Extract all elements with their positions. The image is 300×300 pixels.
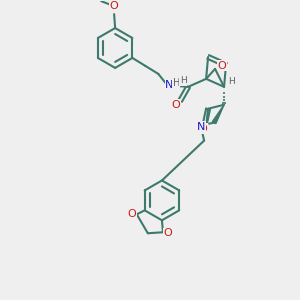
Text: O: O — [164, 228, 172, 238]
Text: N: N — [197, 122, 205, 132]
Text: H: H — [228, 77, 234, 86]
Text: O: O — [110, 1, 118, 11]
Text: N: N — [165, 80, 173, 90]
Text: O: O — [199, 124, 208, 134]
Text: H: H — [172, 78, 180, 88]
Text: O: O — [218, 61, 226, 71]
Text: O: O — [172, 100, 181, 110]
Text: H: H — [180, 76, 187, 85]
Text: O: O — [128, 209, 136, 219]
Polygon shape — [212, 105, 224, 124]
